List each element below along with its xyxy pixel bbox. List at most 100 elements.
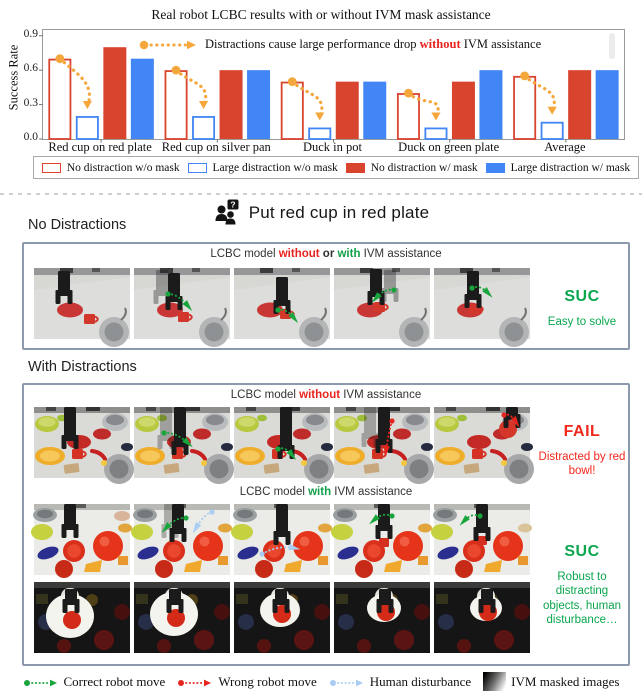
trajectory-frame [131,504,232,578]
ivm-masked-frames [34,582,530,653]
y-tick-label: 0.6 [23,62,38,75]
red-plate-2 [455,560,473,578]
category-label: Duck on green plate [398,140,500,154]
blue-eggplant [337,546,359,560]
legend-swatch [41,162,61,173]
robot-gripper [61,407,79,449]
robot-gripper [361,407,379,447]
robot-gripper [376,589,394,613]
robot-gripper [166,589,184,613]
dashed-divider [0,193,642,195]
trajectory-frame [434,268,530,347]
chart-annotation: Distractions cause large performance dro… [139,37,541,52]
robot-gripper [464,271,482,308]
trajectory-frame [34,582,130,653]
verdict-word: FAIL [563,423,601,440]
red-dotted-arrow-icon [177,674,213,690]
silver-bowl [402,413,428,431]
trajectory-frame [134,407,234,484]
frame-photo [331,504,432,578]
trajectory-frame [134,268,230,347]
red-plate-2 [393,428,411,440]
bar-outline [75,116,99,140]
frame-photo [334,268,430,347]
verdict-success-2: SUC Robust to distracting objects, human… [536,543,628,628]
robot-gripper [272,589,290,613]
silver-bowl-2 [204,454,234,484]
bar-solid [363,81,387,139]
bar-solid [103,47,127,139]
duck [401,460,407,466]
performance-drop-arrow [171,65,209,110]
yellow-plate [335,447,365,465]
frame-photo [134,407,234,484]
trajectory-frame [434,407,534,484]
green-bowl [335,416,359,432]
big-red-bowl [193,531,223,561]
blue-dotted-arrow-icon [329,674,365,690]
svg-text:?: ? [230,200,235,210]
trajectory-frame [234,407,334,484]
silver-bowl [102,413,128,431]
orange-plate [418,523,432,533]
frame-photo [434,407,534,484]
cheese [184,560,202,572]
green-bowl [31,524,53,540]
bar-solid [335,81,359,139]
plot-area: Distractions cause large performance dro… [39,29,625,143]
red-plate [157,302,183,318]
y-tick-label: 0.9 [23,27,38,40]
blue-eggplant [37,546,59,560]
green-bowl [235,416,259,432]
bar-solid [595,70,619,139]
trajectory-frame [234,582,330,653]
bar-solid [568,70,592,139]
duck [301,460,307,466]
red-plate [163,540,185,562]
orange-dotted-arrow-icon [139,40,196,49]
silver-pan [333,508,357,522]
category-label: Duck in pot [302,140,363,154]
robot-gripper [62,589,80,613]
trajectory-frame [334,582,430,653]
frame-photo [231,504,332,578]
legend-swatch [345,162,365,173]
bar-outline [396,93,420,140]
category-label: Red cup on red plate [48,140,152,154]
bar-outline [540,121,564,140]
green-bowl [231,524,253,540]
verdict-word: SUC [564,288,600,305]
red-plate [467,435,491,449]
frame-photo [431,504,532,578]
with-distractions-panel: LCBC model without IVM assistance [22,383,630,666]
red-plate-2 [93,428,111,440]
performance-drop-arrow [287,77,325,121]
orange-cube [218,556,228,565]
bottom-legend-item: Human disturbance [329,674,471,690]
chart-title: Real robot LCBC results with or without … [151,7,491,22]
chart-legend: No distraction w/o mask Large distraction… [33,156,639,179]
green-bowl [135,416,159,432]
human-hand [114,511,130,521]
silver-pan [133,508,157,522]
silver-pan [399,307,429,347]
bar-outline [424,127,448,140]
verdict-note: Robust to distracting objects, human dis… [543,571,621,627]
robot-gripper [478,589,496,613]
bar-solid [479,70,503,139]
big-red-bowl [293,531,323,561]
red-plate-2 [155,560,173,578]
frame-photo [334,407,434,484]
red-plate [57,302,83,318]
silver-pan [99,307,129,347]
sponge [363,463,380,474]
silver-pan [299,307,329,347]
bar-solid [130,58,154,139]
yellow-plate [135,447,165,465]
frame-photo [34,407,134,484]
chart-legend-item: No distraction w/ mask [345,162,478,174]
people-question-icon: ? [215,199,239,225]
red-chili [190,449,207,461]
bar-solid [451,81,475,139]
orange-plate [518,523,532,533]
